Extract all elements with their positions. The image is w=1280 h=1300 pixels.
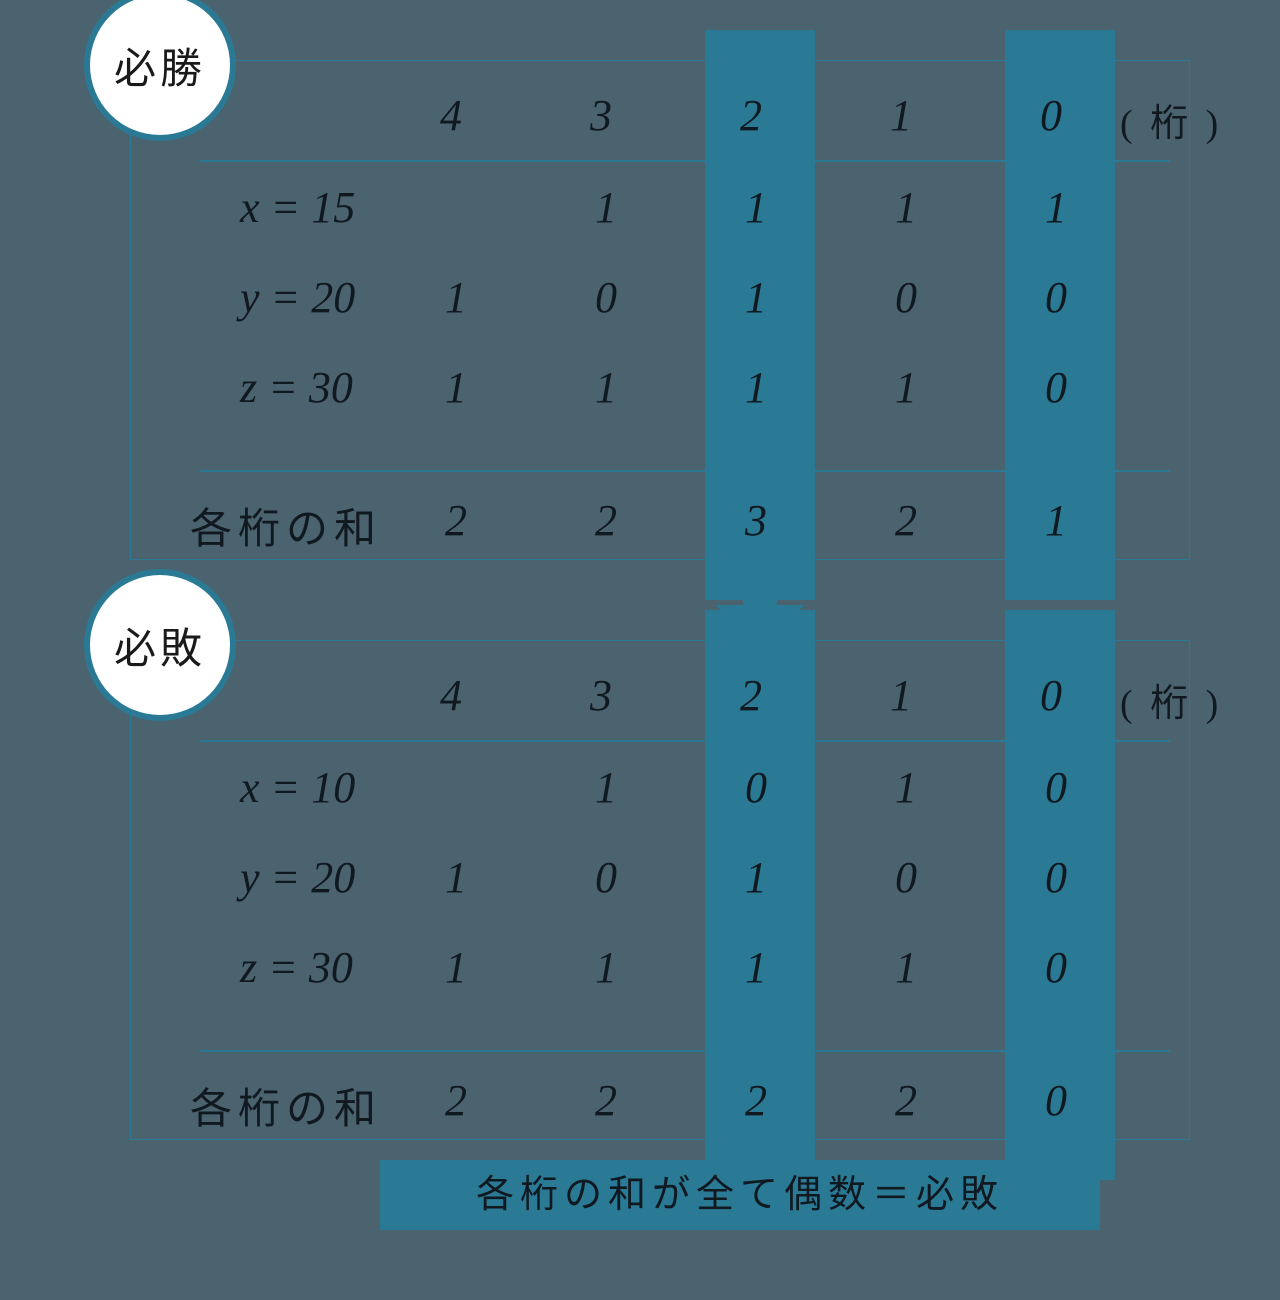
cell-1-2-panel1: 1 xyxy=(745,852,767,903)
arrow-head xyxy=(715,605,805,645)
cell-1-3-panel0: 0 xyxy=(595,272,617,323)
sum-2-panel0: 3 xyxy=(745,495,767,546)
cell-2-0-panel1: 0 xyxy=(1045,942,1067,993)
digit-header-1-panel1: 1 xyxy=(890,670,912,721)
cell-0-2-panel1: 0 xyxy=(745,762,767,813)
cell-2-3-panel0: 1 xyxy=(595,362,617,413)
cell-0-1-panel0: 1 xyxy=(895,182,917,233)
digit-header-2-panel0: 2 xyxy=(740,90,762,141)
cell-0-1-panel1: 1 xyxy=(895,762,917,813)
cell-1-3-panel1: 0 xyxy=(595,852,617,903)
sum-1-panel0: 2 xyxy=(895,495,917,546)
row-label-0-panel0: x = 15 xyxy=(240,182,355,233)
cell-0-3-panel0: 1 xyxy=(595,182,617,233)
cell-1-0-panel0: 0 xyxy=(1045,272,1067,323)
sum-2-panel1: 2 xyxy=(745,1075,767,1126)
row-label-0-panel1: x = 10 xyxy=(240,762,355,813)
row-label-1-panel1: y = 20 xyxy=(240,852,355,903)
cell-1-1-panel1: 0 xyxy=(895,852,917,903)
rule-bottom-panel0 xyxy=(200,470,1170,472)
digit-header-suffix-panel1: ( 桁 ) xyxy=(1120,672,1222,727)
rule-top-panel1 xyxy=(200,740,1170,742)
cell-2-1-panel1: 1 xyxy=(895,942,917,993)
cell-2-0-panel0: 0 xyxy=(1045,362,1067,413)
cell-2-4-panel1: 1 xyxy=(445,942,467,993)
digit-header-1-panel0: 1 xyxy=(890,90,912,141)
sum-3-panel1: 2 xyxy=(595,1075,617,1126)
cell-1-4-panel0: 1 xyxy=(445,272,467,323)
digit-header-2-panel1: 2 xyxy=(740,670,762,721)
badge-panel0: 必勝 xyxy=(90,0,230,135)
cell-0-2-panel0: 1 xyxy=(745,182,767,233)
cell-0-0-panel0: 1 xyxy=(1045,182,1067,233)
cell-2-1-panel0: 1 xyxy=(895,362,917,413)
cell-2-2-panel0: 1 xyxy=(745,362,767,413)
digit-header-3-panel0: 3 xyxy=(590,90,612,141)
cell-1-0-panel1: 0 xyxy=(1045,852,1067,903)
sum-label-panel1: 各桁の和 xyxy=(190,1075,382,1136)
row-label-1-panel0: y = 20 xyxy=(240,272,355,323)
digit-header-0-panel0: 0 xyxy=(1040,90,1062,141)
badge-panel1: 必敗 xyxy=(90,575,230,715)
cell-2-4-panel0: 1 xyxy=(445,362,467,413)
sum-4-panel0: 2 xyxy=(445,495,467,546)
rule-bottom-panel1 xyxy=(200,1050,1170,1052)
digit-header-3-panel1: 3 xyxy=(590,670,612,721)
row-label-2-panel0: z = 30 xyxy=(240,362,353,413)
sum-3-panel0: 2 xyxy=(595,495,617,546)
sum-label-panel0: 各桁の和 xyxy=(190,495,382,556)
digit-header-4-panel0: 4 xyxy=(440,90,462,141)
digit-header-0-panel1: 0 xyxy=(1040,670,1062,721)
row-label-2-panel1: z = 30 xyxy=(240,942,353,993)
sum-0-panel0: 1 xyxy=(1045,495,1067,546)
cell-2-2-panel1: 1 xyxy=(745,942,767,993)
cell-1-2-panel0: 1 xyxy=(745,272,767,323)
sum-4-panel1: 2 xyxy=(445,1075,467,1126)
conclusion-banner: 各桁の和が全て偶数＝必敗 xyxy=(380,1160,1100,1230)
digit-header-suffix-panel0: ( 桁 ) xyxy=(1120,92,1222,147)
digit-header-4-panel1: 4 xyxy=(440,670,462,721)
cell-0-0-panel1: 0 xyxy=(1045,762,1067,813)
cell-0-3-panel1: 1 xyxy=(595,762,617,813)
rule-top-panel0 xyxy=(200,160,1170,162)
cell-1-4-panel1: 1 xyxy=(445,852,467,903)
sum-0-panel1: 0 xyxy=(1045,1075,1067,1126)
cell-2-3-panel1: 1 xyxy=(595,942,617,993)
sum-1-panel1: 2 xyxy=(895,1075,917,1126)
cell-1-1-panel0: 0 xyxy=(895,272,917,323)
